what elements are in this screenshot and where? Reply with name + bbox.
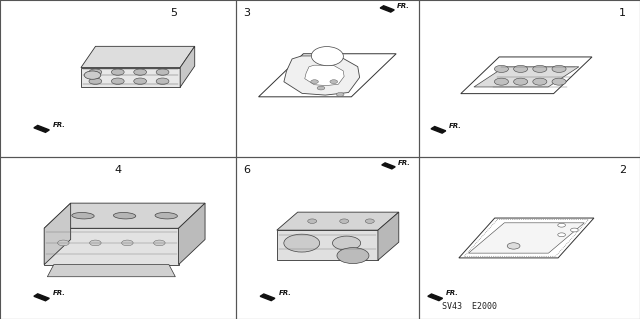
Circle shape bbox=[533, 65, 547, 72]
Polygon shape bbox=[47, 265, 175, 277]
Text: 5: 5 bbox=[170, 8, 177, 18]
Polygon shape bbox=[468, 223, 584, 253]
Polygon shape bbox=[380, 6, 394, 12]
Circle shape bbox=[340, 219, 349, 223]
Circle shape bbox=[337, 93, 344, 96]
Text: 6: 6 bbox=[243, 165, 250, 175]
Polygon shape bbox=[277, 212, 399, 230]
Polygon shape bbox=[34, 294, 49, 301]
Polygon shape bbox=[305, 65, 344, 85]
Circle shape bbox=[84, 71, 100, 79]
Circle shape bbox=[508, 243, 520, 249]
Polygon shape bbox=[474, 67, 579, 87]
Polygon shape bbox=[44, 203, 205, 228]
Ellipse shape bbox=[72, 212, 94, 219]
Ellipse shape bbox=[113, 212, 136, 219]
Text: FR.: FR. bbox=[397, 3, 410, 9]
Text: 1: 1 bbox=[619, 8, 626, 18]
Polygon shape bbox=[180, 46, 195, 87]
Text: FR.: FR. bbox=[278, 291, 291, 296]
Polygon shape bbox=[461, 57, 592, 94]
Circle shape bbox=[156, 69, 169, 75]
Circle shape bbox=[333, 236, 361, 250]
Circle shape bbox=[337, 248, 369, 263]
Polygon shape bbox=[44, 228, 179, 265]
Circle shape bbox=[134, 78, 147, 84]
Circle shape bbox=[365, 219, 374, 223]
Circle shape bbox=[514, 78, 527, 85]
Ellipse shape bbox=[311, 47, 344, 66]
Circle shape bbox=[330, 80, 338, 84]
Polygon shape bbox=[378, 212, 399, 260]
Polygon shape bbox=[34, 125, 49, 132]
Circle shape bbox=[308, 219, 317, 223]
Circle shape bbox=[558, 233, 566, 237]
Text: 3: 3 bbox=[243, 8, 250, 18]
Circle shape bbox=[90, 240, 101, 246]
Polygon shape bbox=[259, 54, 396, 97]
Circle shape bbox=[154, 240, 165, 246]
Circle shape bbox=[558, 223, 566, 227]
Circle shape bbox=[317, 86, 325, 90]
Circle shape bbox=[494, 65, 509, 72]
Polygon shape bbox=[431, 127, 446, 133]
Text: FR.: FR. bbox=[398, 160, 411, 166]
Circle shape bbox=[122, 240, 133, 246]
Circle shape bbox=[571, 228, 579, 232]
Polygon shape bbox=[459, 218, 594, 258]
Text: FR.: FR. bbox=[52, 122, 65, 128]
Polygon shape bbox=[284, 56, 360, 95]
Polygon shape bbox=[179, 203, 205, 265]
Polygon shape bbox=[428, 294, 443, 300]
Text: 4: 4 bbox=[114, 165, 122, 175]
Circle shape bbox=[533, 78, 547, 85]
Text: FR.: FR. bbox=[449, 123, 462, 129]
Polygon shape bbox=[81, 68, 180, 87]
Circle shape bbox=[311, 80, 319, 84]
Ellipse shape bbox=[155, 212, 177, 219]
Circle shape bbox=[111, 78, 124, 84]
Text: SV43  E2000: SV43 E2000 bbox=[442, 302, 497, 311]
Polygon shape bbox=[81, 46, 195, 68]
Circle shape bbox=[89, 78, 102, 84]
Circle shape bbox=[156, 78, 169, 84]
Circle shape bbox=[134, 69, 147, 75]
Polygon shape bbox=[277, 230, 378, 260]
Circle shape bbox=[514, 65, 527, 72]
Circle shape bbox=[58, 240, 69, 246]
Circle shape bbox=[284, 234, 320, 252]
Circle shape bbox=[111, 69, 124, 75]
Circle shape bbox=[494, 78, 509, 85]
Text: FR.: FR. bbox=[446, 291, 459, 296]
Circle shape bbox=[552, 65, 566, 72]
Polygon shape bbox=[260, 294, 275, 300]
Circle shape bbox=[552, 78, 566, 85]
Text: FR.: FR. bbox=[52, 291, 65, 296]
Text: 2: 2 bbox=[619, 165, 626, 175]
Circle shape bbox=[89, 69, 102, 75]
Polygon shape bbox=[382, 163, 395, 169]
Polygon shape bbox=[44, 203, 70, 265]
